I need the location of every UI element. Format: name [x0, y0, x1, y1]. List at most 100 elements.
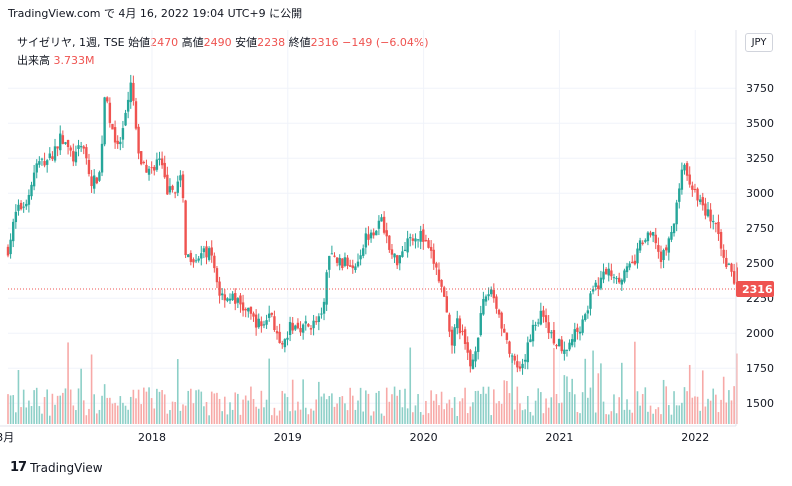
volume-bar: [733, 386, 735, 424]
volume-bar: [618, 397, 620, 424]
candle-body: [633, 260, 637, 265]
candle-body: [406, 238, 409, 253]
candle-body: [166, 174, 169, 195]
volume-bar: [98, 409, 101, 424]
volume-bar: [560, 402, 563, 424]
volume-bar: [688, 364, 691, 424]
candle-body: [698, 199, 702, 202]
candle-body: [22, 206, 25, 208]
candle-body: [638, 240, 642, 251]
candle-body: [474, 351, 477, 362]
volume-bar: [573, 394, 576, 424]
candle-body: [555, 345, 558, 347]
volume-bar: [237, 393, 239, 424]
volume-bar: [93, 394, 95, 424]
volume-bar: [231, 409, 234, 424]
candle-body: [119, 141, 122, 145]
candle-body: [30, 184, 33, 197]
volume-bar: [135, 398, 137, 424]
volume-bar: [613, 394, 615, 424]
candle-body: [730, 263, 733, 272]
volume-bar: [526, 395, 529, 424]
volume-bar: [163, 394, 166, 424]
volume-bar: [398, 389, 401, 424]
volume-bar: [310, 408, 312, 424]
volume-bar: [545, 398, 547, 424]
volume-bar: [490, 415, 493, 424]
candle-body: [398, 255, 401, 264]
candle-body: [6, 246, 10, 256]
volume-bar: [25, 407, 28, 424]
currency-button[interactable]: JPY: [745, 33, 773, 52]
candle-body: [672, 223, 676, 234]
candle-body: [181, 174, 185, 199]
candle-body: [95, 177, 99, 184]
volume-bar: [48, 415, 51, 424]
candle-body: [69, 147, 72, 151]
volume-bar: [205, 401, 208, 424]
candle-body: [121, 128, 125, 140]
y-tick-label: 3750: [746, 82, 774, 95]
volume-bar: [59, 395, 62, 424]
candlestick-chart[interactable]: 1500175020002250250027503000325035003750…: [0, 0, 792, 454]
candle-body: [586, 310, 590, 314]
volume-bar: [148, 387, 150, 424]
candle-body: [696, 188, 699, 201]
candle-body: [40, 158, 44, 160]
tradingview-logo-icon: 17: [10, 460, 27, 475]
volume-bar: [675, 405, 678, 424]
candle-body: [254, 314, 258, 328]
volume-bar: [511, 355, 513, 424]
volume-bar: [336, 403, 338, 424]
candle-body: [19, 202, 23, 210]
volume-bar: [380, 413, 383, 424]
candle-body: [286, 337, 289, 340]
volume-bar: [129, 396, 132, 424]
candle-body: [560, 339, 563, 352]
candle-body: [171, 185, 174, 190]
volume-bar: [174, 401, 176, 424]
volume-bar: [681, 402, 683, 424]
volume-bar: [709, 400, 712, 424]
volume-bar: [592, 350, 594, 424]
volume-bar: [234, 392, 237, 424]
volume-bar: [145, 391, 148, 424]
volume-bar: [200, 391, 203, 424]
candle-body: [393, 253, 396, 258]
candle-body: [534, 324, 537, 326]
candle-body: [25, 203, 28, 207]
volume-bar: [315, 399, 318, 424]
candle-body: [675, 202, 678, 225]
candle-body: [429, 246, 433, 251]
candle-body: [547, 322, 550, 334]
volume-bar: [169, 410, 171, 424]
candle-body: [589, 293, 592, 309]
volume-bar: [284, 393, 286, 424]
volume-bar: [242, 399, 244, 424]
volume-bar: [203, 406, 205, 424]
volume-bar: [425, 400, 427, 424]
volume-bar: [668, 405, 670, 424]
candle-body: [176, 181, 179, 193]
volume-bar: [250, 386, 252, 424]
volume-bar: [558, 403, 560, 424]
candle-body: [362, 248, 365, 256]
candle-body: [714, 223, 718, 225]
volume-bar: [278, 410, 281, 424]
candle-body: [32, 172, 36, 187]
brand-name: TradingView: [30, 460, 103, 475]
volume-bar: [513, 409, 516, 424]
candle-body: [244, 308, 247, 311]
candle-body: [98, 172, 101, 181]
candle-body: [625, 266, 629, 273]
candle-body: [265, 320, 268, 325]
volume-bar: [686, 391, 688, 424]
volume-bar: [375, 392, 378, 424]
volume-bar: [38, 406, 41, 424]
candle-body: [202, 248, 206, 253]
candle-body: [424, 239, 428, 242]
volume-bar: [90, 354, 93, 424]
volume-bar: [69, 389, 72, 424]
volume-bar: [712, 388, 715, 424]
candle-body: [500, 312, 503, 329]
